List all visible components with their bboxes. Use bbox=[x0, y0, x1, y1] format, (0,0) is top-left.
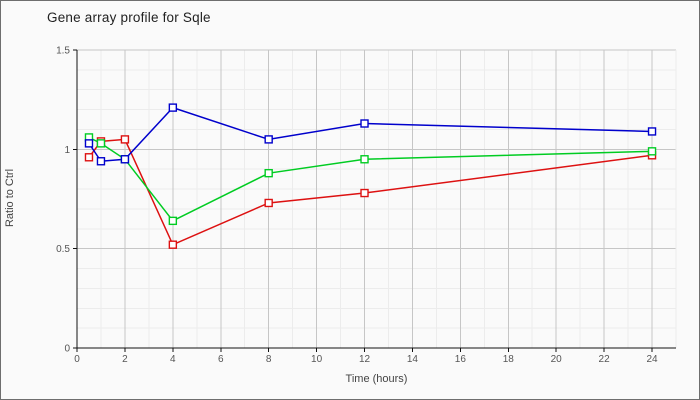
svg-text:18: 18 bbox=[503, 354, 515, 365]
svg-text:4: 4 bbox=[170, 354, 176, 365]
svg-text:0: 0 bbox=[74, 354, 80, 365]
svg-text:1.5: 1.5 bbox=[56, 46, 70, 57]
svg-text:8: 8 bbox=[266, 354, 272, 365]
svg-text:20: 20 bbox=[551, 354, 563, 365]
svg-text:22: 22 bbox=[599, 354, 611, 365]
svg-text:14: 14 bbox=[407, 354, 419, 365]
svg-text:10: 10 bbox=[311, 354, 323, 365]
svg-text:6: 6 bbox=[218, 354, 224, 365]
svg-text:12: 12 bbox=[359, 354, 371, 365]
x-axis-label: Time (hours) bbox=[345, 373, 408, 385]
svg-text:16: 16 bbox=[455, 354, 467, 365]
svg-text:24: 24 bbox=[646, 354, 658, 365]
svg-text:1: 1 bbox=[64, 145, 70, 156]
chart-title: Gene array profile for Sqle bbox=[47, 10, 211, 25]
svg-text:0.5: 0.5 bbox=[56, 244, 70, 255]
y-axis-label: Ratio to Ctrl bbox=[4, 168, 16, 228]
svg-text:2: 2 bbox=[122, 354, 128, 365]
svg-text:0: 0 bbox=[64, 344, 70, 355]
